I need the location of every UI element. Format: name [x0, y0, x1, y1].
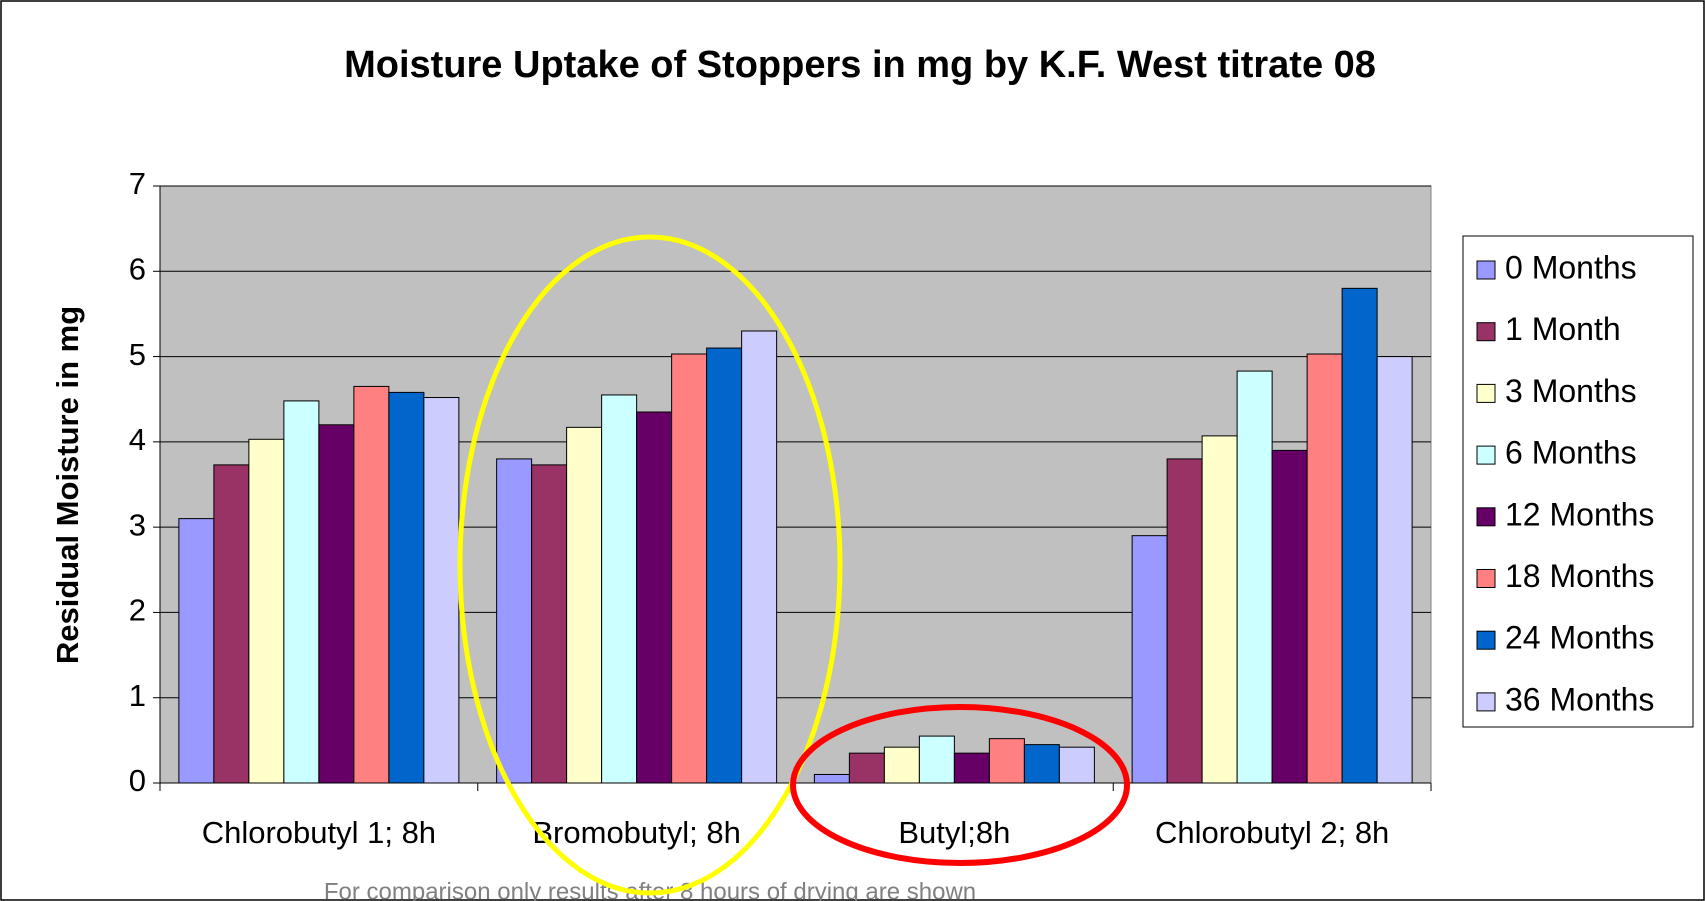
bar — [953, 752, 990, 784]
legend-swatch — [1476, 322, 1496, 342]
bar — [813, 773, 850, 784]
bar — [706, 347, 743, 784]
y-tick-label: 2 — [129, 593, 146, 628]
legend-swatch — [1476, 260, 1496, 280]
chart-title: Moisture Uptake of Stoppers in mg by K.F… — [344, 44, 1376, 86]
bar — [1023, 744, 1060, 784]
highlight-ellipse — [457, 234, 843, 896]
bar — [248, 438, 285, 784]
legend-label: 36 Months — [1505, 681, 1654, 717]
legend-label: 24 Months — [1505, 620, 1654, 656]
bar — [283, 400, 320, 784]
bar — [848, 752, 885, 784]
y-tick-label: 6 — [129, 251, 146, 286]
bar — [883, 746, 920, 784]
bar — [988, 738, 1025, 784]
legend-label: 18 Months — [1505, 558, 1654, 594]
y-tick-label: 4 — [129, 422, 146, 457]
x-tick-label: Chlorobutyl 2; 8h — [1155, 815, 1389, 850]
bar — [1058, 746, 1095, 784]
bar — [566, 426, 603, 784]
highlight-ellipse — [790, 704, 1130, 866]
bar — [1166, 458, 1203, 784]
legend-box — [1462, 235, 1694, 728]
bar — [1376, 356, 1413, 784]
bar — [1271, 449, 1308, 784]
bar — [388, 391, 425, 784]
bar — [636, 411, 673, 784]
legend-swatch — [1476, 692, 1496, 712]
legend-swatch — [1476, 630, 1496, 650]
legend-label: 0 Months — [1505, 249, 1637, 285]
bar — [1306, 353, 1343, 784]
bar — [741, 330, 778, 784]
y-tick-label: 3 — [129, 507, 146, 542]
bar — [213, 464, 250, 784]
bar — [1131, 535, 1168, 784]
bar — [918, 735, 955, 784]
y-axis-label: Residual Moisture in mg — [50, 306, 85, 664]
bar — [1236, 370, 1273, 784]
bar — [353, 385, 390, 784]
legend-label: 12 Months — [1505, 496, 1654, 532]
legend-swatch — [1476, 569, 1496, 588]
x-tick-label: Butyl;8h — [898, 815, 1010, 850]
x-tick-label: Bromobutyl; 8h — [532, 815, 741, 850]
legend-label: 1 Month — [1505, 311, 1621, 347]
y-tick-label: 0 — [129, 763, 146, 798]
bar — [601, 394, 638, 784]
legend-swatch — [1476, 383, 1496, 403]
legend-label: 6 Months — [1505, 435, 1637, 471]
legend-swatch — [1476, 507, 1496, 527]
footnote: For comparison only results after 8 hour… — [324, 878, 976, 901]
bar — [1201, 435, 1238, 784]
bar — [671, 353, 708, 784]
y-tick-label: 5 — [129, 337, 146, 372]
bar — [496, 458, 533, 784]
y-tick-label: 1 — [129, 678, 146, 713]
legend-swatch — [1476, 445, 1496, 465]
bar — [318, 424, 355, 784]
bar — [1341, 287, 1378, 784]
bar — [423, 397, 460, 784]
y-tick-label: 7 — [129, 166, 146, 201]
bar — [178, 518, 215, 784]
legend-label: 3 Months — [1505, 373, 1637, 409]
bar — [531, 464, 568, 784]
x-tick-label: Chlorobutyl 1; 8h — [202, 815, 436, 850]
